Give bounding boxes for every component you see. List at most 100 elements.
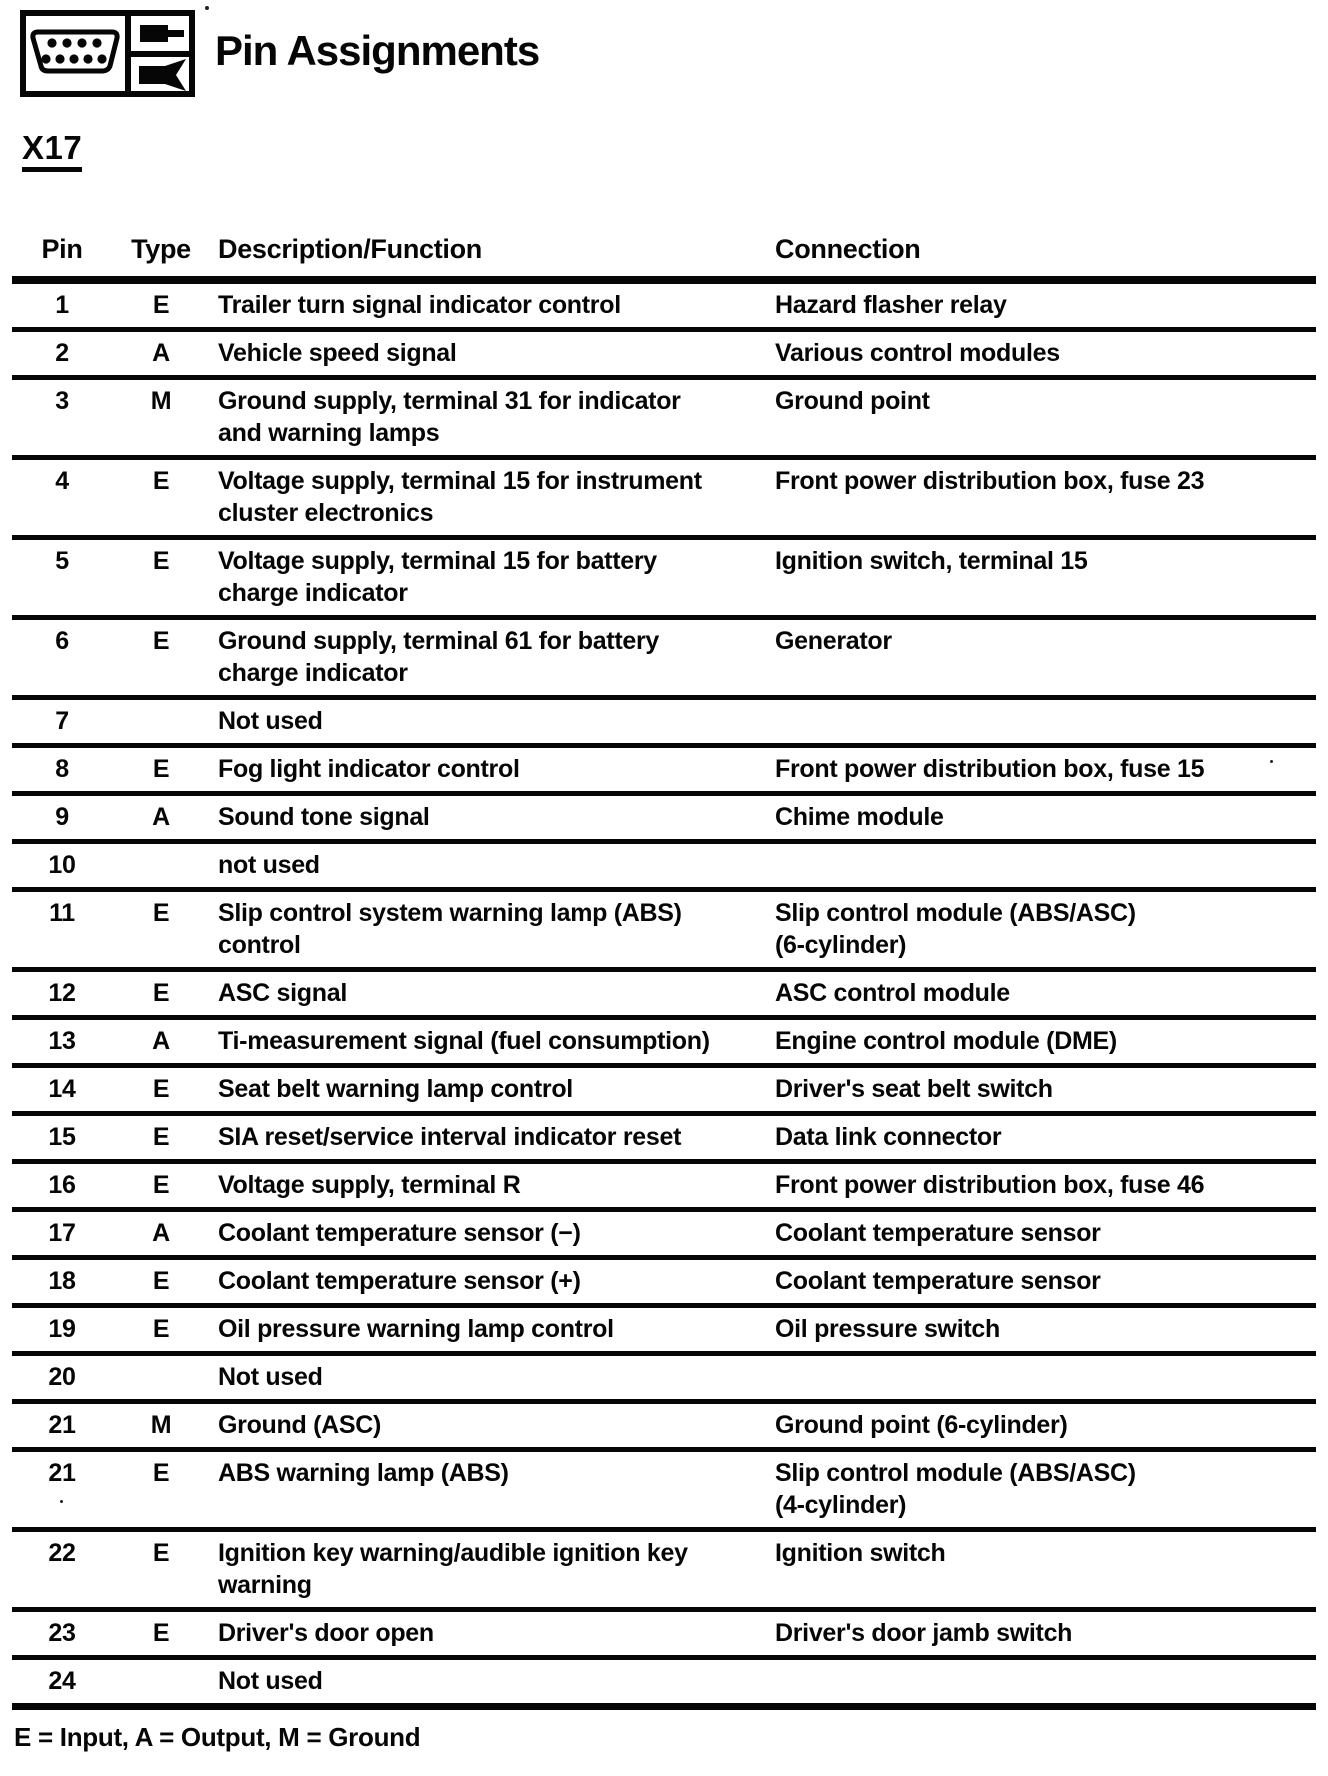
description-cell: Ignition key warning/audible ignition ke… bbox=[218, 1539, 688, 1599]
description-cell: SIA reset/service interval indicator res… bbox=[218, 1123, 682, 1151]
table-row: 7 Not used bbox=[12, 700, 1316, 748]
description-cell: Voltage supply, terminal 15 for instrume… bbox=[218, 467, 702, 527]
column-header-type: Type bbox=[131, 234, 191, 264]
type-cell: E bbox=[152, 1123, 170, 1151]
connection-cell: Slip control module (ABS/ASC) (4-cylinde… bbox=[775, 1459, 1136, 1519]
table-row: 12 E ASC signal ASC control module bbox=[12, 972, 1316, 1020]
connector-id-label: X17 bbox=[22, 131, 83, 172]
table-row: 15 E SIA reset/service interval indicato… bbox=[12, 1116, 1316, 1164]
table-row: 19 E Oil pressure warning lamp control O… bbox=[12, 1308, 1316, 1356]
pin-cell: 9 bbox=[55, 803, 69, 831]
pin-cell: 20 bbox=[48, 1363, 76, 1391]
connection-cell: Engine control module (DME) bbox=[775, 1027, 1117, 1055]
connection-cell: Driver's seat belt switch bbox=[775, 1075, 1053, 1103]
description-cell: Slip control system warning lamp (ABS) c… bbox=[218, 899, 682, 959]
connection-cell: Ground point bbox=[775, 387, 930, 415]
table-row: 16 E Voltage supply, terminal R Front po… bbox=[12, 1164, 1316, 1212]
pin-cell: 24 bbox=[48, 1667, 76, 1695]
type-cell: E bbox=[152, 899, 170, 927]
table-row: 18 E Coolant temperature sensor (+) Cool… bbox=[12, 1260, 1316, 1308]
table-row: 9 A Sound tone signal Chime module bbox=[12, 796, 1316, 844]
table-row: 3 M Ground supply, terminal 31 for indic… bbox=[12, 380, 1316, 460]
description-cell: Sound tone signal bbox=[218, 803, 430, 831]
pin-cell: 13 bbox=[48, 1027, 76, 1055]
type-cell: E bbox=[152, 1459, 170, 1487]
description-cell: Driver's door open bbox=[218, 1619, 434, 1647]
type-cell: E bbox=[152, 1075, 170, 1103]
table-row: 20 Not used bbox=[12, 1356, 1316, 1404]
description-cell: Seat belt warning lamp control bbox=[218, 1075, 573, 1103]
table-header-row: Pin Type Description/Function Connection bbox=[12, 228, 1316, 284]
description-cell: Not used bbox=[218, 1667, 323, 1695]
pin-cell: 21 bbox=[48, 1411, 76, 1439]
table-body: 1 E Trailer turn signal indicator contro… bbox=[12, 284, 1316, 1710]
pin-cell: 17 bbox=[48, 1219, 76, 1247]
description-cell: not used bbox=[218, 851, 320, 879]
pin-cell: 6 bbox=[55, 627, 69, 655]
type-cell: E bbox=[152, 547, 170, 575]
type-cell: E bbox=[152, 1267, 170, 1295]
connection-cell: Ground point (6-cylinder) bbox=[775, 1411, 1068, 1439]
pin-cell: 23 bbox=[48, 1619, 76, 1647]
pin-cell: 4 bbox=[55, 467, 69, 495]
pin-assignment-table: Pin Type Description/Function Connection… bbox=[12, 228, 1316, 1710]
table-row: 13 A Ti-measurement signal (fuel consump… bbox=[12, 1020, 1316, 1068]
type-cell: A bbox=[152, 1027, 170, 1055]
connection-cell: Coolant temperature sensor bbox=[775, 1219, 1101, 1247]
table-row: 2 A Vehicle speed signal Various control… bbox=[12, 332, 1316, 380]
pin-cell: 18 bbox=[48, 1267, 76, 1295]
type-legend: E = Input, A = Output, M = Ground bbox=[14, 1722, 421, 1752]
dsub-connector-icon bbox=[20, 10, 195, 97]
type-cell: A bbox=[152, 1219, 170, 1247]
pin-cell: 11 bbox=[49, 899, 75, 927]
page-title: Pin Assignments bbox=[215, 26, 540, 74]
table-row: 24 Not used bbox=[12, 1660, 1316, 1710]
pin-cell: 15 bbox=[48, 1123, 76, 1151]
type-cell: E bbox=[152, 979, 170, 1007]
description-cell: Coolant temperature sensor (−) bbox=[218, 1219, 581, 1247]
pin-cell: 8 bbox=[55, 755, 69, 783]
connection-cell: Driver's door jamb switch bbox=[775, 1619, 1073, 1647]
connection-cell: Oil pressure switch bbox=[775, 1315, 1000, 1343]
table-row: 6 E Ground supply, terminal 61 for batte… bbox=[12, 620, 1316, 700]
page-header: Pin Assignments bbox=[0, 0, 1328, 97]
pin-cell: 7 bbox=[55, 707, 69, 735]
description-cell: Ti-measurement signal (fuel consumption) bbox=[218, 1027, 710, 1055]
description-cell: Not used bbox=[218, 1363, 323, 1391]
connection-cell: Generator bbox=[775, 627, 892, 655]
type-cell: E bbox=[152, 755, 170, 783]
description-cell: ABS warning lamp (ABS) bbox=[218, 1459, 509, 1487]
type-cell: A bbox=[152, 339, 170, 367]
pin-cell: 19 bbox=[48, 1315, 76, 1343]
connection-cell: Chime module bbox=[775, 803, 944, 831]
table-row: 22 E Ignition key warning/audible igniti… bbox=[12, 1532, 1316, 1612]
pin-cell: 14 bbox=[48, 1075, 76, 1103]
connection-cell: Coolant temperature sensor bbox=[775, 1267, 1101, 1295]
scan-speck bbox=[1270, 760, 1273, 763]
connection-cell: Ignition switch, terminal 15 bbox=[775, 547, 1088, 575]
table-row: 21 E ABS warning lamp (ABS) Slip control… bbox=[12, 1452, 1316, 1532]
table-row: 5 E Voltage supply, terminal 15 for batt… bbox=[12, 540, 1316, 620]
connection-cell: Ignition switch bbox=[775, 1539, 946, 1567]
connection-cell: ASC control module bbox=[775, 979, 1010, 1007]
table-row: 11 E Slip control system warning lamp (A… bbox=[12, 892, 1316, 972]
connection-cell: Hazard flasher relay bbox=[775, 291, 1007, 319]
connection-cell: Data link connector bbox=[775, 1123, 1002, 1151]
type-cell: E bbox=[152, 291, 170, 319]
connection-cell: Various control modules bbox=[775, 339, 1060, 367]
description-cell: Voltage supply, terminal 15 for battery … bbox=[218, 547, 657, 607]
scan-speck bbox=[205, 6, 209, 10]
column-header-pin: Pin bbox=[41, 234, 83, 264]
type-cell: E bbox=[152, 627, 170, 655]
description-cell: Ground supply, terminal 31 for indicator… bbox=[218, 387, 681, 447]
pin-cell: 21 bbox=[48, 1459, 76, 1487]
type-cell: E bbox=[152, 1539, 170, 1567]
table-row: 1 E Trailer turn signal indicator contro… bbox=[12, 284, 1316, 332]
connection-cell: Front power distribution box, fuse 15 bbox=[775, 755, 1205, 783]
description-cell: ASC signal bbox=[218, 979, 347, 1007]
description-cell: Vehicle speed signal bbox=[218, 339, 457, 367]
description-cell: Coolant temperature sensor (+) bbox=[218, 1267, 581, 1295]
table-row: 4 E Voltage supply, terminal 15 for inst… bbox=[12, 460, 1316, 540]
type-cell: M bbox=[150, 387, 172, 415]
